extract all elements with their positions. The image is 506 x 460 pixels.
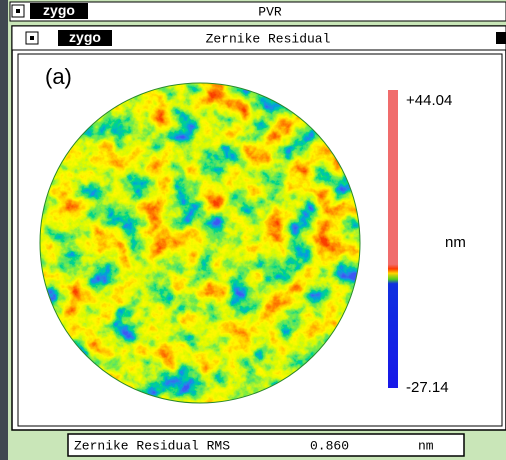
inner-title: Zernike Residual (206, 31, 331, 46)
colorbar (388, 90, 398, 388)
surface-map (40, 83, 360, 403)
outer-logo: zygo (43, 2, 75, 18)
scale-unit: nm (445, 234, 466, 251)
map-edge (39, 82, 361, 404)
status-value: 0.860 (310, 438, 349, 453)
outer-logo-box (30, 3, 88, 19)
surface-texture (40, 83, 360, 403)
scale-min: -27.14 (406, 379, 449, 396)
status-label: Zernike Residual RMS (74, 438, 230, 453)
panel-label: (a) (45, 64, 72, 89)
status-box (67, 433, 465, 457)
scale-max: +44.04 (406, 92, 452, 109)
status-unit: nm (418, 438, 434, 453)
inner-logo: zygo (69, 29, 101, 45)
window-control[interactable] (496, 32, 506, 44)
side-strip (0, 0, 8, 460)
inner-menu-icon (30, 36, 34, 40)
outer-title-bar (9, 1, 506, 22)
outer-title: PVR (258, 4, 282, 19)
outer-menu-icon (16, 9, 20, 13)
inner-logo-box (58, 30, 112, 46)
